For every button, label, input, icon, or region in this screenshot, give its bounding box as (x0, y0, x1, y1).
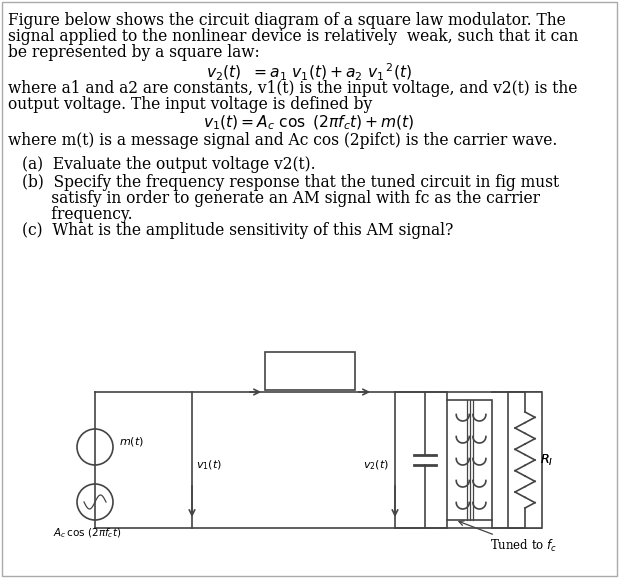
Text: output voltage. The input voltage is defined by: output voltage. The input voltage is def… (8, 96, 372, 113)
Bar (508, 392, 542, 528)
Text: $v_1(t) = A_c\ \cos\ (2\pi f_c t) + m(t)$: $v_1(t) = A_c\ \cos\ (2\pi f_c t) + m(t)… (203, 114, 415, 132)
Bar (447, 400, 492, 520)
Text: device: device (291, 373, 329, 386)
Text: (c)  What is the amplitude sensitivity of this AM signal?: (c) What is the amplitude sensitivity of… (22, 222, 453, 239)
Text: $A_c\,\cos\,(2\pi f_c t)$: $A_c\,\cos\,(2\pi f_c t)$ (53, 526, 121, 540)
Text: (b)  Specify the frequency response that the tuned circuit in fig must: (b) Specify the frequency response that … (22, 174, 559, 191)
Text: Nonlinear: Nonlinear (280, 358, 340, 371)
Bar (265, 352, 355, 390)
Text: $R_l$: $R_l$ (540, 453, 553, 468)
Text: $v_2(t)\ \ =a_1\ v_1(t)+a_2\ v_1{}^{\,2}(t)$: $v_2(t)\ \ =a_1\ v_1(t)+a_2\ v_1{}^{\,2}… (206, 62, 412, 83)
Text: signal applied to the nonlinear device is relatively  weak, such that it can: signal applied to the nonlinear device i… (8, 28, 578, 45)
Text: (a)  Evaluate the output voltage v2(t).: (a) Evaluate the output voltage v2(t). (22, 156, 316, 173)
Text: Figure below shows the circuit diagram of a square law modulator. The: Figure below shows the circuit diagram o… (8, 12, 566, 29)
Text: $m(t)$: $m(t)$ (119, 435, 144, 448)
Text: frequency.: frequency. (22, 206, 132, 223)
Text: $v_1(t)$: $v_1(t)$ (196, 458, 222, 472)
Text: Tuned to $f_c$: Tuned to $f_c$ (459, 521, 557, 554)
Text: $R_l$: $R_l$ (540, 453, 553, 468)
Text: satisfy in order to generate an AM signal with fc as the carrier: satisfy in order to generate an AM signa… (22, 190, 540, 207)
Text: be represented by a square law:: be represented by a square law: (8, 44, 260, 61)
Text: where m(t) is a message signal and Ac cos (2pifct) is the carrier wave.: where m(t) is a message signal and Ac co… (8, 132, 557, 149)
Text: where a1 and a2 are constants, v1(t) is the input voltage, and v2(t) is the: where a1 and a2 are constants, v1(t) is … (8, 80, 578, 97)
Text: $v_2(t)$: $v_2(t)$ (363, 458, 389, 472)
